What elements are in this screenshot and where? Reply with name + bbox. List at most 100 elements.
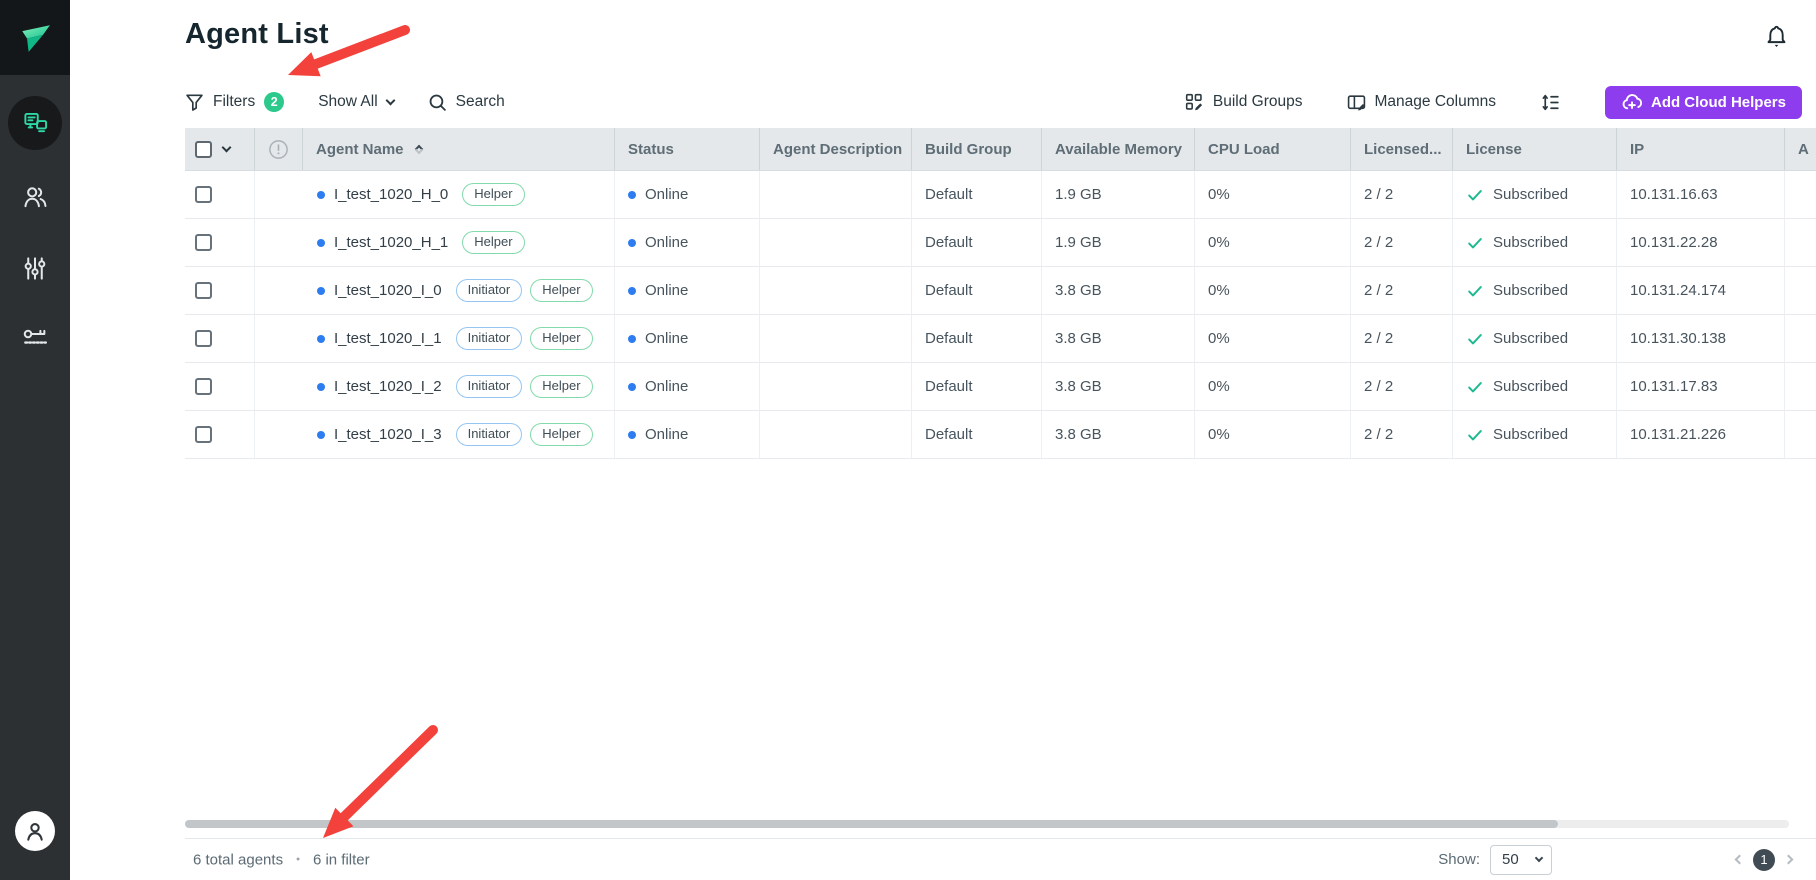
search-button[interactable]: Search xyxy=(428,93,505,112)
check-icon xyxy=(1468,285,1482,296)
header-build-group[interactable]: Build Group xyxy=(911,128,1041,170)
header-clipped-column[interactable]: A xyxy=(1784,128,1816,170)
row-checkbox[interactable] xyxy=(195,282,212,299)
clipped-cell xyxy=(1784,219,1816,266)
table-footer: 6 total agents • 6 in filter Show: 50 1 xyxy=(185,838,1816,880)
current-page-indicator[interactable]: 1 xyxy=(1753,848,1775,871)
ip-cell: 10.131.30.138 xyxy=(1616,315,1784,362)
sidebar-item-users[interactable] xyxy=(22,183,49,210)
header-status[interactable]: Status xyxy=(614,128,759,170)
header-agent-name[interactable]: Agent Name xyxy=(302,128,614,170)
build-group-cell: Default xyxy=(911,219,1041,266)
agent-name: I_test_1020_I_0 xyxy=(334,282,442,299)
description-cell xyxy=(759,363,911,410)
show-label: Show: xyxy=(1438,851,1480,868)
header-cpu-load[interactable]: CPU Load xyxy=(1194,128,1350,170)
badge-helper: Helper xyxy=(530,375,593,398)
ip-cell: 10.131.22.28 xyxy=(1616,219,1784,266)
available-memory-cell: 3.8 GB xyxy=(1041,315,1194,362)
clipped-cell xyxy=(1784,171,1816,218)
cpu-load-cell: 0% xyxy=(1194,315,1350,362)
ip-cell: 10.131.21.226 xyxy=(1616,411,1784,458)
select-all-checkbox[interactable] xyxy=(195,140,212,158)
sort-arrows-icon[interactable] xyxy=(414,144,423,154)
badge-initiator: Initiator xyxy=(455,375,523,398)
header-available-memory[interactable]: Available Memory xyxy=(1041,128,1194,170)
build-group-cell: Default xyxy=(911,411,1041,458)
license-cell: Subscribed xyxy=(1452,411,1616,458)
sidebar-item-licenses[interactable] xyxy=(22,325,49,352)
agent-status-dot-icon xyxy=(317,382,325,391)
agent-name: I_test_1020_I_1 xyxy=(334,330,442,347)
table-row[interactable]: I_test_1020_H_0 Helper Online Default 1.… xyxy=(185,171,1816,219)
check-icon xyxy=(1468,237,1482,248)
prev-page-button[interactable] xyxy=(1734,854,1745,865)
filters-button[interactable]: Filters 2 xyxy=(185,92,285,112)
cpu-load-cell: 0% xyxy=(1194,219,1350,266)
user-avatar[interactable] xyxy=(15,811,55,851)
header-agent-description[interactable]: Agent Description xyxy=(759,128,911,170)
header-ip[interactable]: IP xyxy=(1616,128,1784,170)
next-page-button[interactable] xyxy=(1783,854,1794,865)
agent-name: I_test_1020_I_2 xyxy=(334,378,442,395)
table-row[interactable]: I_test_1020_H_1 Helper Online Default 1.… xyxy=(185,219,1816,267)
row-select-cell xyxy=(185,315,254,362)
brand-logo[interactable] xyxy=(0,0,70,75)
row-checkbox[interactable] xyxy=(195,186,212,203)
agent-badges: Helper xyxy=(462,183,525,206)
check-icon xyxy=(1468,381,1482,392)
manage-columns-icon xyxy=(1347,94,1365,111)
build-groups-icon xyxy=(1185,93,1202,110)
sidebar-item-agents[interactable] xyxy=(8,96,62,150)
status-cell: Online xyxy=(614,363,759,410)
notifications-bell-icon[interactable] xyxy=(1763,23,1790,50)
header-licensed[interactable]: Licensed... xyxy=(1350,128,1452,170)
filters-count-badge: 2 xyxy=(264,92,285,112)
available-memory-cell: 3.8 GB xyxy=(1041,267,1194,314)
agent-status-dot-icon xyxy=(317,286,325,295)
online-dot-icon xyxy=(628,382,636,391)
row-select-cell xyxy=(185,219,254,266)
page-size-value: 50 xyxy=(1502,851,1519,868)
row-checkbox[interactable] xyxy=(195,426,212,443)
table-row[interactable]: I_test_1020_I_0 Initiator Helper Online D… xyxy=(185,267,1816,315)
table-row[interactable]: I_test_1020_I_2 Initiator Helper Online D… xyxy=(185,363,1816,411)
license-text: Subscribed xyxy=(1493,426,1569,443)
select-menu-chevron-icon[interactable] xyxy=(221,142,232,152)
header-alerts-cell[interactable] xyxy=(254,128,302,170)
clipped-cell xyxy=(1784,315,1816,362)
show-all-dropdown[interactable]: Show All xyxy=(318,93,396,111)
badge-helper: Helper xyxy=(462,183,525,206)
agent-name-cell: I_test_1020_I_0 Initiator Helper xyxy=(254,267,614,314)
ip-cell: 10.131.16.63 xyxy=(1616,171,1784,218)
row-density-button[interactable] xyxy=(1540,92,1561,113)
row-checkbox[interactable] xyxy=(195,234,212,251)
check-icon xyxy=(1468,189,1482,200)
horizontal-scrollbar[interactable] xyxy=(185,820,1789,828)
description-cell xyxy=(759,219,911,266)
table-row[interactable]: I_test_1020_I_3 Initiator Helper Online D… xyxy=(185,411,1816,459)
build-group-cell: Default xyxy=(911,363,1041,410)
license-cell: Subscribed xyxy=(1452,363,1616,410)
agent-badges: Initiator Helper xyxy=(455,375,593,398)
scrollbar-thumb[interactable] xyxy=(185,820,1558,828)
agent-name-cell: I_test_1020_I_2 Initiator Helper xyxy=(254,363,614,410)
cpu-load-cell: 0% xyxy=(1194,363,1350,410)
header-license[interactable]: License xyxy=(1452,128,1616,170)
agent-status-dot-icon xyxy=(317,334,325,343)
row-checkbox[interactable] xyxy=(195,378,212,395)
licensed-cell: 2 / 2 xyxy=(1350,363,1452,410)
toolbar-left: Filters 2 Show All Search xyxy=(185,92,505,112)
page-size-select[interactable]: 50 xyxy=(1490,844,1552,875)
add-cloud-helpers-label: Add Cloud Helpers xyxy=(1650,93,1786,111)
build-groups-button[interactable]: Build Groups xyxy=(1185,93,1303,112)
table-row[interactable]: I_test_1020_I_1 Initiator Helper Online D… xyxy=(185,315,1816,363)
row-height-sort-icon xyxy=(1542,94,1559,110)
row-checkbox[interactable] xyxy=(195,330,212,347)
manage-columns-button[interactable]: Manage Columns xyxy=(1347,93,1496,112)
add-cloud-helpers-button[interactable]: Add Cloud Helpers xyxy=(1604,85,1802,119)
online-dot-icon xyxy=(628,430,636,439)
badge-helper: Helper xyxy=(462,231,525,254)
sidebar-item-settings[interactable] xyxy=(22,255,49,282)
